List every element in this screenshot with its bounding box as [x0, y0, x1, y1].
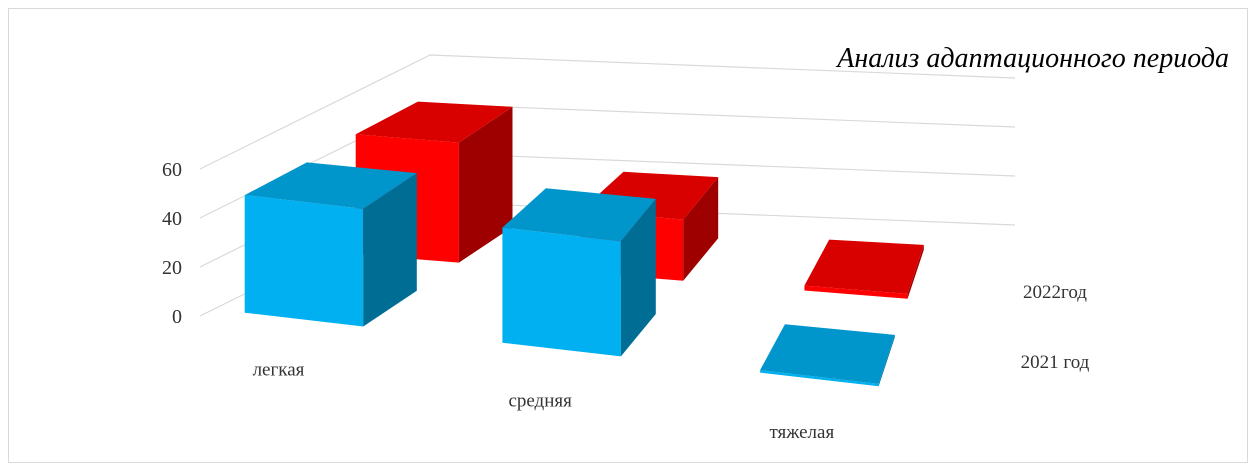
x-category-label: легкая: [253, 359, 305, 380]
bar-2022-2: [804, 239, 924, 299]
x-category-label: тяжелая: [769, 422, 834, 443]
chart-title: Анализ адаптационного периода: [837, 43, 1229, 74]
bar-2021-2: [760, 324, 895, 387]
bars: [244, 101, 924, 387]
labels: легкая средняя тяжелая 2022год 2021 год: [253, 282, 1090, 443]
y-tick-label: 60: [162, 159, 182, 181]
series-label: 2022год: [1023, 282, 1087, 303]
y-axis-ticks: 0 20 40 60: [162, 159, 182, 328]
y-tick-label: 40: [162, 208, 182, 230]
y-tick-label: 20: [162, 257, 182, 279]
gridline: [199, 54, 1016, 170]
bar-2021-1: [502, 188, 656, 357]
bar-2021-0: [244, 162, 417, 327]
y-tick-label: 0: [172, 306, 182, 328]
x-category-label: средняя: [508, 391, 572, 412]
series-label: 2021 год: [1021, 352, 1090, 373]
